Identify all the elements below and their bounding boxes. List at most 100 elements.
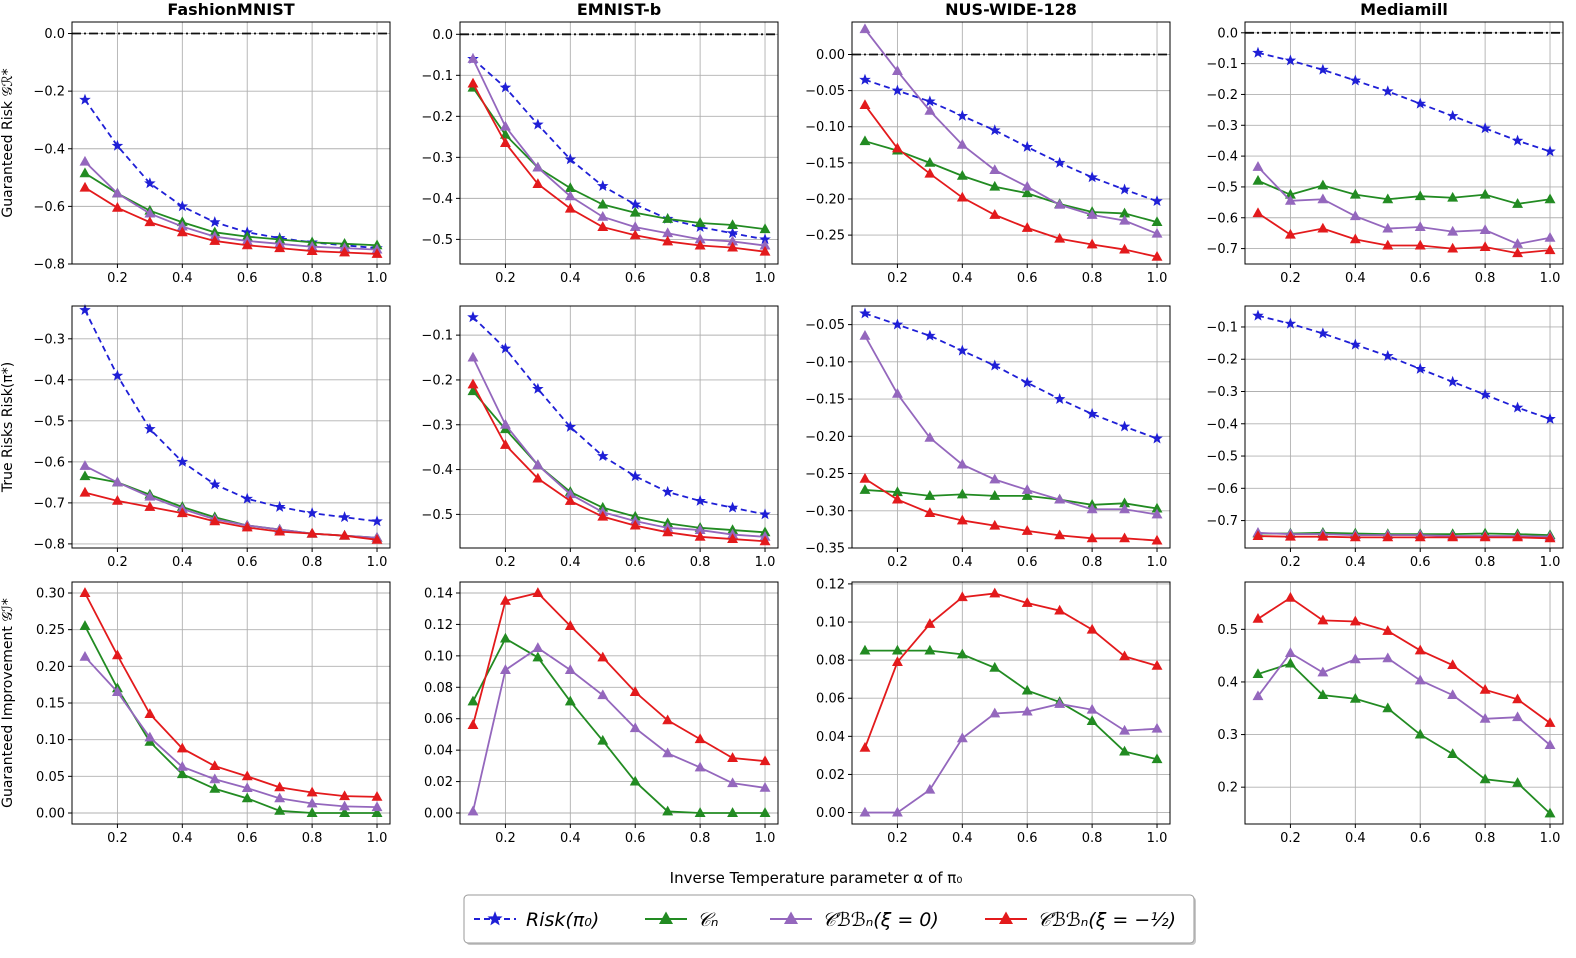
axes-frame	[71, 21, 391, 265]
y-tick-label: −0.15	[805, 393, 845, 408]
x-tick-label: 0.6	[1410, 555, 1431, 570]
data-point	[759, 535, 771, 546]
data-point	[241, 521, 253, 532]
data-point	[499, 664, 511, 674]
data-point	[1544, 244, 1556, 255]
y-tick-label: 0.25	[36, 623, 65, 638]
data-point	[956, 732, 968, 743]
y-tick-label: 0.02	[816, 768, 845, 783]
data-point	[1382, 531, 1394, 542]
data-point	[891, 65, 903, 76]
data-point	[209, 515, 221, 526]
data-point	[1544, 532, 1556, 543]
data-point	[1021, 222, 1033, 232]
data-point	[1252, 46, 1264, 58]
subplot-title: Mediamill	[1360, 0, 1448, 19]
data-point	[1054, 493, 1066, 504]
data-point	[694, 494, 706, 506]
y-axis-label: Guaranteed Improvement 𝒢ℐ*	[0, 598, 16, 808]
x-tick-label: 0.8	[1082, 555, 1103, 570]
data-point	[597, 211, 609, 221]
x-tick-label: 0.6	[1410, 831, 1431, 846]
x-tick-label: 0.2	[107, 555, 128, 570]
data-point	[274, 792, 286, 803]
subplot-title: FashionMNIST	[167, 0, 294, 19]
data-point	[241, 792, 253, 803]
data-point	[1054, 232, 1066, 243]
data-point	[1151, 432, 1163, 444]
x-tick-label: 1.0	[1540, 831, 1561, 846]
series-0	[1252, 309, 1556, 424]
x-tick-label: 0.6	[1410, 271, 1431, 286]
data-point	[1349, 74, 1362, 86]
data-point	[176, 760, 188, 771]
data-point	[694, 217, 706, 227]
data-point	[371, 807, 383, 817]
data-point	[176, 742, 188, 753]
subplot-r0-c3: 0.2 0.4 0.6 0.8 1.0 0.0 −0.1 −0.2 −0.3 −0.4 −0.5 −0…	[1206, 0, 1564, 286]
series-line	[84, 625, 378, 814]
data-point	[306, 527, 318, 538]
y-tick-label: 0.08	[424, 681, 453, 696]
x-tick-label: 0.6	[237, 555, 258, 570]
x-tick-label: 1.0	[1540, 555, 1561, 570]
y-tick-label: −0.4	[421, 463, 453, 478]
data-point	[1054, 198, 1066, 209]
data-point	[956, 109, 969, 121]
data-point	[1414, 239, 1426, 250]
series-line	[84, 656, 378, 809]
y-tick-label: −0.6	[33, 455, 65, 470]
data-point	[241, 782, 253, 793]
data-point	[499, 595, 511, 605]
legend-box	[463, 894, 1195, 944]
series-0	[467, 52, 771, 245]
x-tick-label: 1.0	[367, 271, 388, 286]
data-point	[956, 170, 968, 180]
y-tick-label: 0.00	[424, 807, 453, 822]
y-tick-label: −0.2	[421, 110, 453, 125]
series-1	[467, 632, 771, 817]
y-tick-label: −0.3	[33, 332, 65, 347]
data-point	[1086, 715, 1098, 726]
data-point	[989, 661, 1001, 672]
data-point	[1021, 597, 1033, 607]
data-point	[1511, 401, 1524, 413]
series-line	[1257, 662, 1551, 815]
data-point	[467, 695, 479, 706]
series-line	[864, 477, 1158, 542]
data-point	[989, 124, 1001, 136]
data-point	[1349, 210, 1361, 221]
data-point	[759, 223, 771, 234]
data-point	[694, 733, 706, 744]
y-tick-label: −0.3	[1206, 119, 1238, 134]
x-tick-label: 1.0	[1540, 271, 1561, 286]
legend-entry-2: 𝒞ℬℬₙ(ξ = 0)	[770, 909, 939, 931]
series-line	[1257, 531, 1551, 536]
data-point	[891, 644, 903, 655]
data-point	[597, 450, 609, 462]
data-point	[956, 458, 968, 469]
data-point	[1317, 614, 1329, 625]
data-point	[1086, 407, 1098, 419]
data-point	[1086, 703, 1098, 714]
data-point	[1054, 698, 1066, 708]
x-tick-label: 0.2	[887, 831, 908, 846]
y-tick-label: 0.14	[424, 587, 453, 602]
y-tick-label: 0.20	[36, 660, 65, 675]
series-line	[1257, 314, 1551, 420]
series-1	[859, 484, 1163, 513]
y-tick-label: 0.00	[816, 806, 845, 821]
data-point	[176, 455, 189, 467]
data-point	[1414, 97, 1426, 109]
y-tick-label: −0.4	[33, 373, 65, 388]
y-tick-label: 0.04	[424, 744, 453, 759]
data-point	[859, 23, 871, 34]
data-point	[891, 388, 903, 398]
x-tick-label: 0.6	[237, 271, 258, 286]
data-point	[1512, 247, 1524, 258]
data-point	[924, 95, 936, 107]
data-point	[629, 229, 641, 240]
subplot-r1-c3: 0.2 0.4 0.6 0.8 1.0 −0.1 −0.2 −0.3 −0.4 −0.5 −0.6 −…	[1206, 305, 1564, 570]
data-point	[241, 770, 253, 781]
data-point	[564, 153, 577, 165]
